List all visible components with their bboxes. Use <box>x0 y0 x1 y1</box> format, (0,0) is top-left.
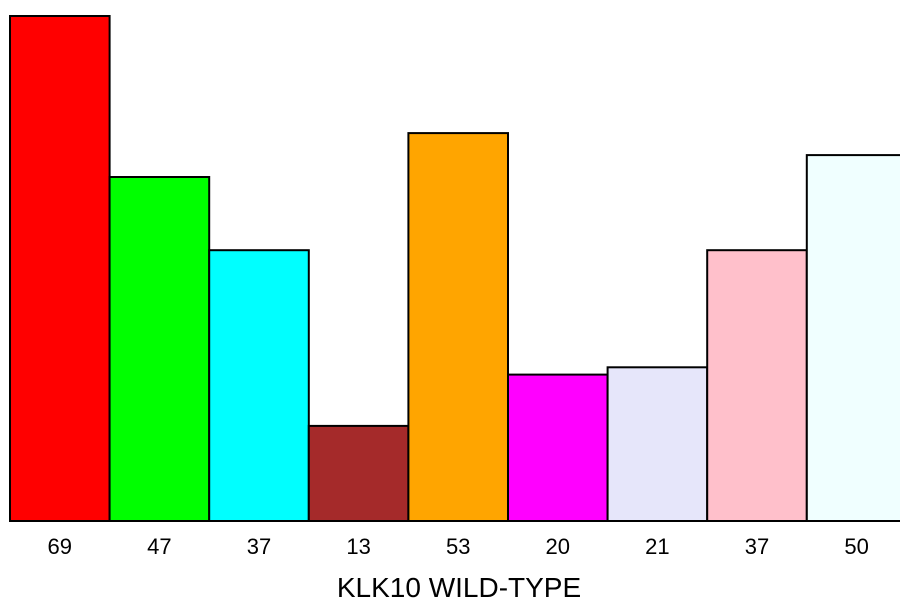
category-label-7: 21 <box>645 534 669 559</box>
bar-4 <box>307 424 410 522</box>
category-label-5: 53 <box>446 534 470 559</box>
category-label-8: 37 <box>745 534 769 559</box>
bar-1 <box>9 15 111 522</box>
category-label-6: 20 <box>546 534 570 559</box>
category-label-3: 37 <box>247 534 271 559</box>
category-label-9: 50 <box>844 534 868 559</box>
bar-7 <box>606 366 709 522</box>
bar-2 <box>108 176 211 522</box>
category-label-2: 47 <box>147 534 171 559</box>
bar-5 <box>407 132 509 522</box>
category-label-4: 13 <box>346 534 370 559</box>
category-labels-group: 69 47 37 13 53 20 21 37 50 <box>48 534 869 559</box>
bar-8 <box>706 249 808 522</box>
category-label-1: 69 <box>48 534 72 559</box>
bar-3 <box>208 249 310 522</box>
bar-6 <box>507 373 609 522</box>
bar-9 <box>805 154 900 522</box>
bars-group <box>9 15 900 522</box>
x-axis-title: KLK10 WILD-TYPE <box>337 572 581 603</box>
